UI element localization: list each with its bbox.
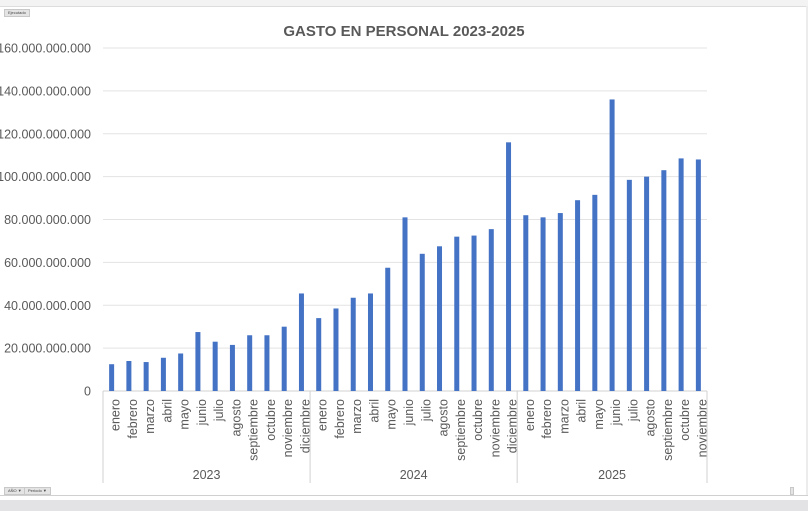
bar — [661, 170, 667, 391]
x-tick-label: enero — [316, 399, 330, 431]
x-tick-label: junio — [609, 399, 623, 426]
x-tick-label: noviembre — [695, 399, 709, 457]
x-tick-label: abril — [160, 399, 174, 423]
bar — [419, 253, 425, 391]
x-tick-label: junio — [195, 399, 209, 426]
chart-right-border — [806, 6, 808, 495]
y-tick-label: 60.000.000.000 — [4, 256, 91, 270]
x-tick-label: marzo — [143, 399, 157, 434]
year-label: 2024 — [400, 468, 428, 482]
x-tick-label: agosto — [644, 399, 658, 437]
x-tick-label: julio — [626, 399, 640, 422]
x-tick-label: enero — [523, 399, 537, 431]
bar-chart: GASTO EN PERSONAL 2023-2025 0 20.000.000.… — [0, 23, 709, 483]
bar — [126, 360, 132, 391]
bar — [575, 200, 581, 391]
bar — [385, 267, 391, 391]
x-tick-label: octubre — [264, 399, 278, 441]
value-field-button[interactable]: Ejecutado — [4, 9, 30, 17]
x-tick-label: mayo — [178, 399, 192, 430]
bar — [523, 215, 529, 391]
x-tick-label: marzo — [557, 399, 571, 434]
x-tick-label: junio — [402, 399, 416, 426]
x-tick-label: julio — [419, 399, 433, 422]
bar — [402, 217, 408, 391]
x-tick-label: noviembre — [488, 399, 502, 457]
x-tick-label: enero — [109, 399, 123, 431]
bar — [471, 235, 477, 391]
x-tick-label: septiembre — [661, 399, 675, 461]
x-tick-label: febrero — [333, 399, 347, 439]
x-tick-label: octubre — [471, 399, 485, 441]
bar — [333, 308, 339, 391]
y-tick-label: 40.000.000.000 — [4, 299, 91, 313]
expand-collapse-buttons[interactable] — [790, 487, 794, 495]
x-tick-label: febrero — [540, 399, 554, 439]
x-tick-label: marzo — [350, 399, 364, 434]
bar — [143, 362, 149, 391]
x-tick-label: agosto — [437, 399, 451, 437]
year-label: 2025 — [598, 468, 626, 482]
y-tick-label: 120.000.000.000 — [0, 127, 91, 141]
x-tick-label: noviembre — [281, 399, 295, 457]
bar — [264, 335, 270, 391]
bar — [488, 229, 494, 391]
chart-bottom-border — [0, 495, 808, 496]
x-tick-label: mayo — [592, 399, 606, 430]
x-tick-label: septiembre — [247, 399, 261, 461]
top-bar — [0, 0, 808, 7]
x-tick-label: diciembre — [506, 399, 520, 453]
sheet-bottom-bar — [0, 500, 808, 511]
x-tick-label: abril — [367, 399, 381, 423]
x-tick-label: agosto — [229, 399, 243, 437]
bar — [506, 142, 512, 391]
bar — [695, 159, 701, 391]
y-tick-label: 160.000.000.000 — [0, 42, 91, 56]
bar — [298, 293, 304, 391]
bar — [367, 293, 373, 391]
y-tick-label: 0 — [84, 385, 91, 399]
bar — [644, 176, 650, 391]
chart-title: GASTO EN PERSONAL 2023-2025 — [283, 23, 524, 40]
y-tick-label: 100.000.000.000 — [0, 170, 91, 184]
y-tick-label: 140.000.000.000 — [0, 84, 91, 98]
bar — [281, 326, 287, 391]
bar — [678, 158, 684, 391]
y-tick-label: 80.000.000.000 — [4, 213, 91, 227]
x-tick-label: mayo — [385, 399, 399, 430]
bar — [316, 318, 322, 391]
bar — [229, 344, 235, 391]
bar — [350, 297, 356, 391]
bar — [178, 353, 184, 391]
x-tick-label: febrero — [126, 399, 140, 439]
x-tick-label: septiembre — [454, 399, 468, 461]
y-tick-label: 20.000.000.000 — [4, 342, 91, 356]
bar — [592, 194, 598, 391]
bar — [540, 217, 546, 391]
bar — [247, 335, 253, 391]
bar — [626, 179, 632, 391]
x-tick-label: julio — [212, 399, 226, 422]
bar — [437, 246, 443, 391]
x-tick-label: abril — [575, 399, 589, 423]
bar — [454, 236, 460, 391]
bar — [109, 364, 115, 391]
bar — [212, 341, 218, 391]
x-tick-label: octubre — [678, 399, 692, 441]
bar — [557, 213, 563, 391]
bar — [195, 332, 201, 391]
bar — [160, 357, 166, 391]
year-label: 2023 — [193, 468, 221, 482]
bar — [609, 99, 615, 391]
x-tick-label: diciembre — [298, 399, 312, 453]
period-field-filter-button[interactable]: Periodo ▼ — [24, 487, 51, 495]
